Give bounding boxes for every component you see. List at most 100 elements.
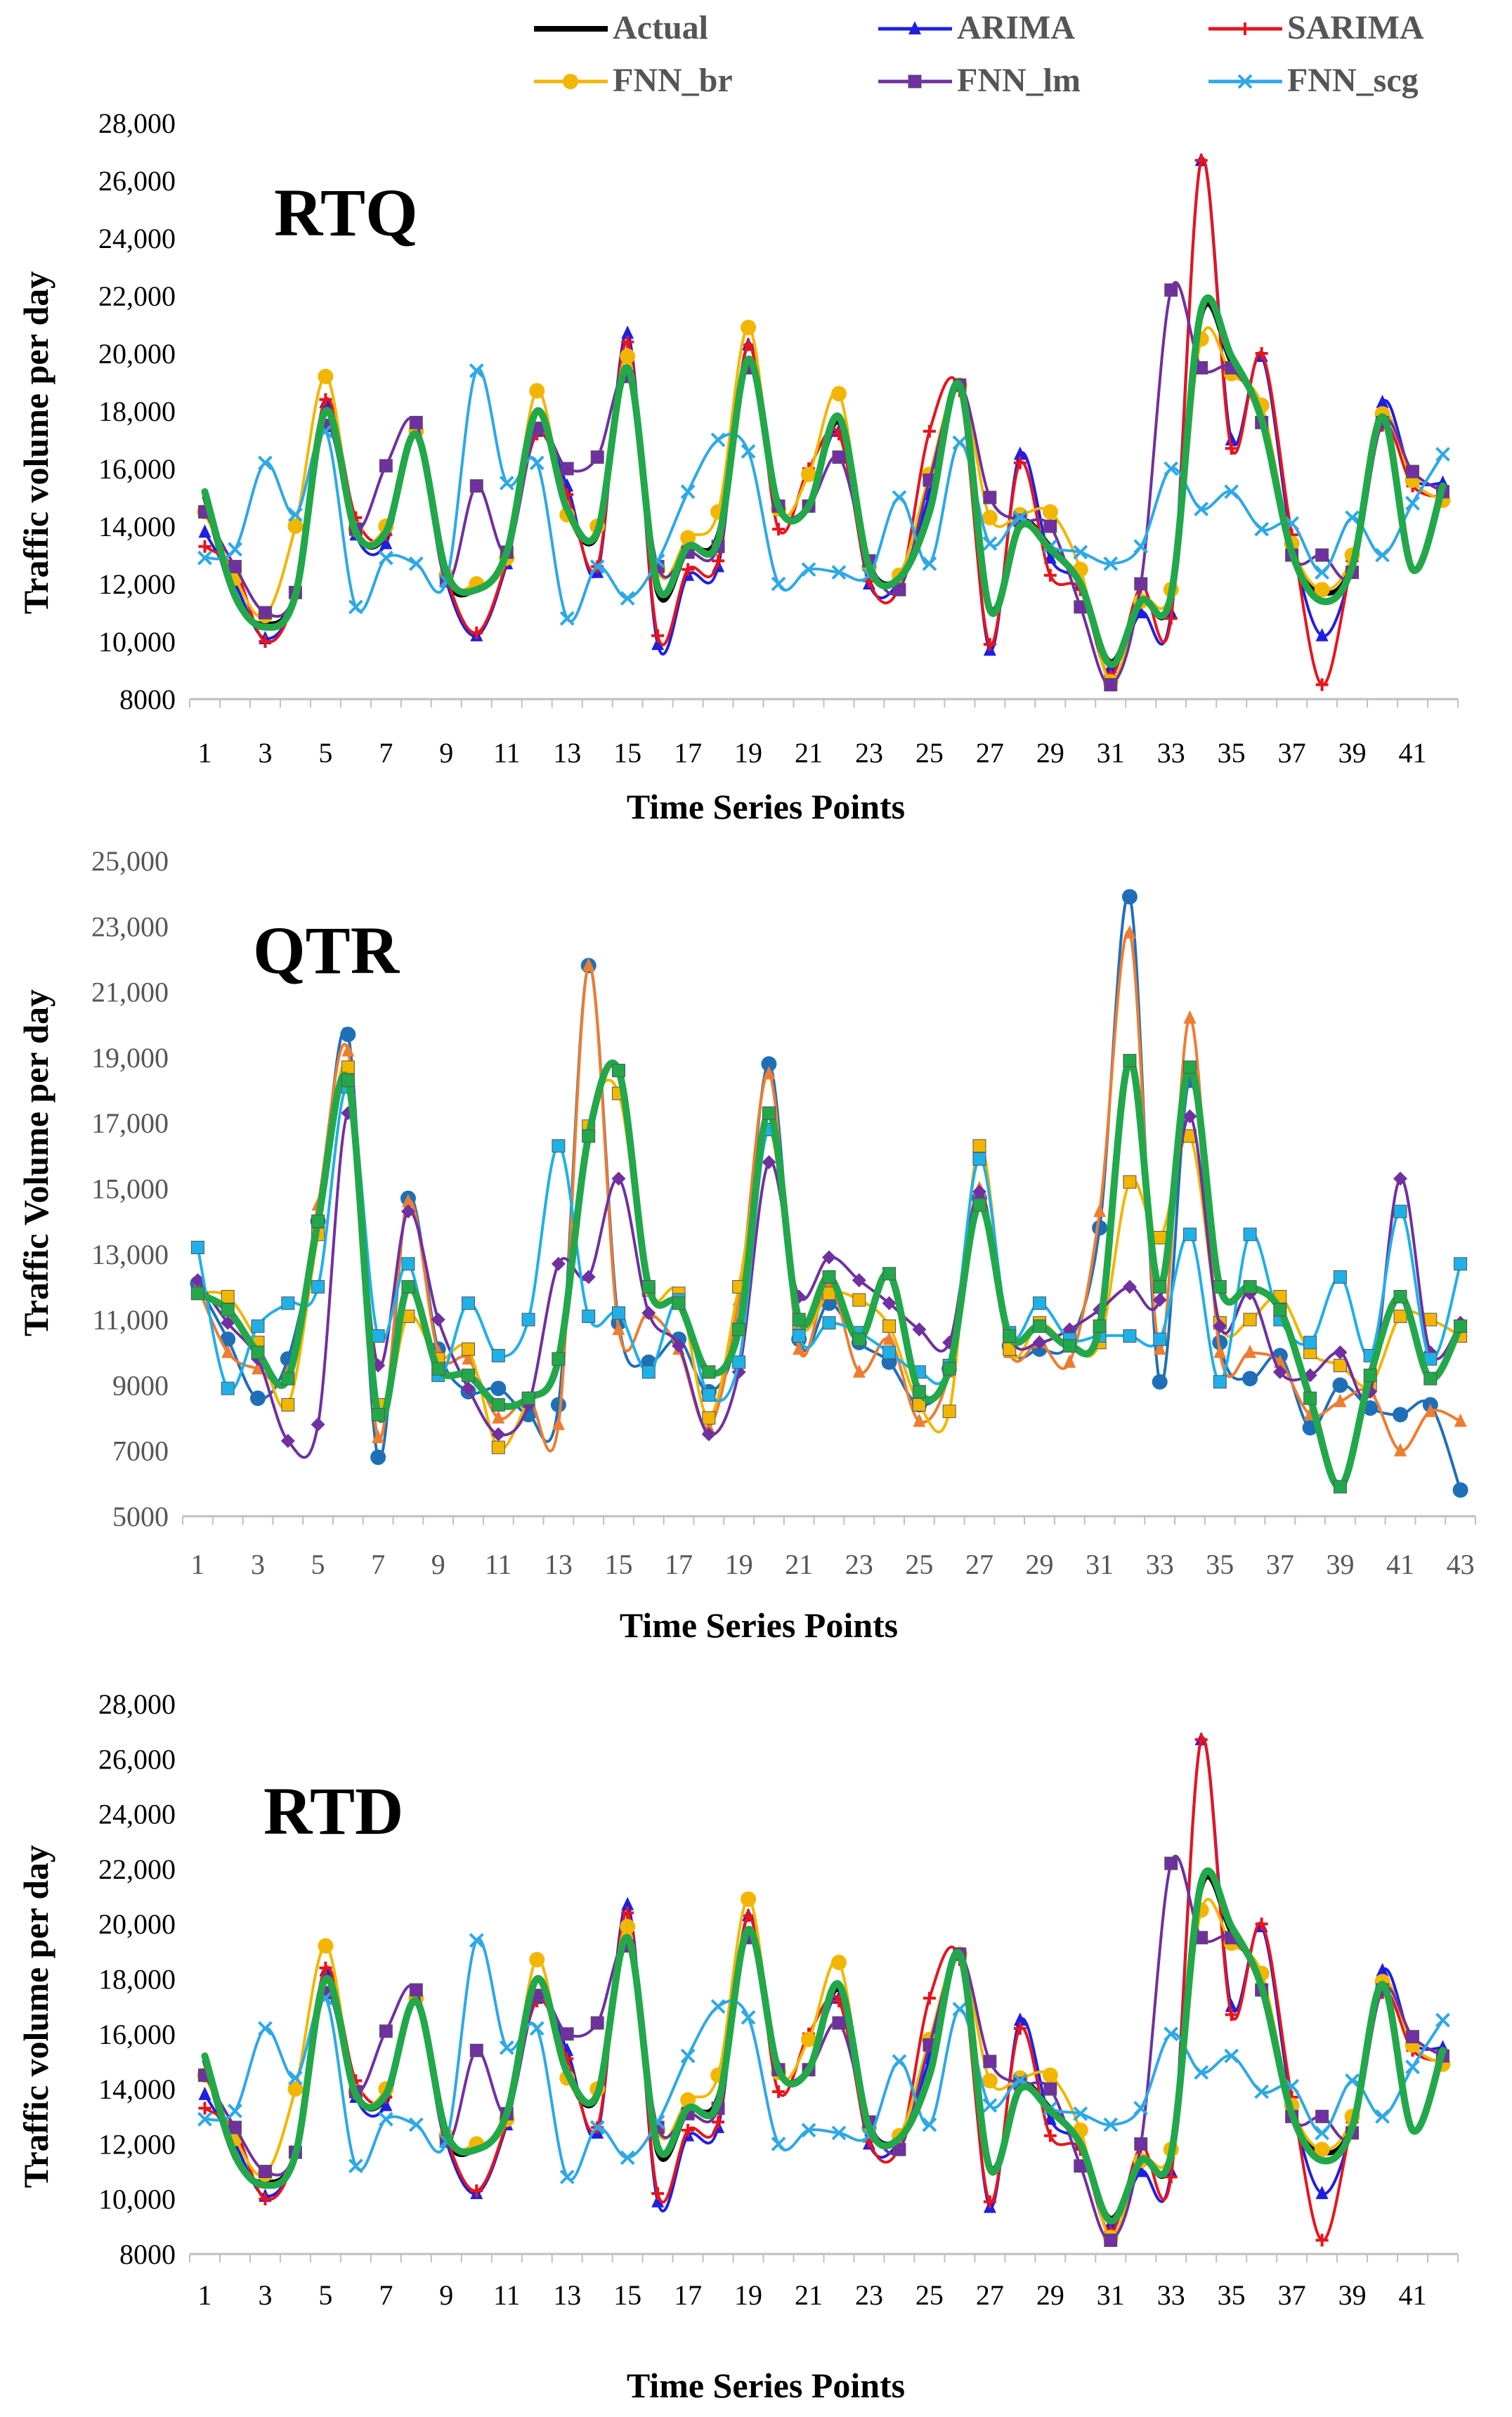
data-point-fnn-scg: [1103, 556, 1119, 571]
data-point-series-1: [370, 1449, 386, 1466]
data-point-series-1: [1393, 1407, 1409, 1423]
x-tick-label: 35: [1218, 737, 1246, 769]
data-point-fnn-scg: [1315, 565, 1330, 580]
data-point-fnn-scg: [1103, 2117, 1119, 2132]
y-axis-title-rtq: Traffic volume per day: [16, 271, 56, 614]
data-point-series-5: [1393, 1204, 1407, 1218]
data-point-series-3: [1423, 1312, 1438, 1327]
data-point-sarima: [742, 1909, 755, 1922]
data-point-sarima: [983, 2195, 996, 2208]
x-tick-label: 29: [1036, 2279, 1064, 2311]
data-point-series-4: [1333, 1345, 1348, 1360]
y-tick-label: 12,000: [98, 2128, 176, 2160]
data-point-arima: [1225, 432, 1238, 445]
data-point-sarima: [259, 635, 272, 648]
x-tick-label: 13: [553, 2279, 581, 2311]
x-tick-label: 39: [1338, 2279, 1367, 2311]
data-point-series-6: [1003, 1329, 1017, 1343]
data-point-sarima: [319, 393, 332, 406]
data-point-series-4: [672, 1338, 686, 1353]
data-point-series-6: [582, 1129, 596, 1143]
y-tick-label: 17,000: [91, 1107, 169, 1139]
data-point-sarima: [198, 2102, 211, 2115]
data-point-sarima: [1013, 2021, 1027, 2035]
data-point-arima: [1376, 1962, 1389, 1976]
x-tick-label: 9: [431, 1549, 445, 1580]
data-point-sarima: [1164, 612, 1178, 625]
data-point-series-4: [972, 1185, 986, 1199]
data-point-series-5: [371, 1329, 385, 1343]
data-point-fnn-scg: [1345, 2073, 1360, 2088]
data-point-series-3: [882, 1319, 897, 1333]
y-tick-label: 19,000: [91, 1042, 169, 1074]
data-point-fnn-lm: [832, 450, 846, 464]
series-line-fnn-lm: [203, 1854, 1445, 2242]
data-point-series-6: [1123, 1054, 1137, 1068]
data-point-series-2: [762, 1066, 776, 1080]
panel-title-rtd: RTD: [263, 1773, 403, 1849]
data-point-fnn-scg: [892, 490, 907, 505]
data-point-sarima: [621, 335, 634, 348]
data-point-series-6: [972, 1198, 986, 1212]
data-point-fnn-scg: [1194, 501, 1209, 516]
x-tick-label: 1: [197, 737, 211, 769]
x-tick-label: 29: [1026, 1549, 1054, 1580]
data-point-series-6: [1033, 1319, 1047, 1333]
data-point-fnn-scg: [1345, 510, 1360, 526]
data-point-fnn-scg: [801, 2123, 816, 2138]
data-point-series-4: [280, 1433, 295, 1448]
x-tick-label: 37: [1278, 2279, 1306, 2311]
y-tick-label: 18,000: [98, 1964, 176, 1995]
x-tick-label: 21: [795, 737, 823, 769]
data-point-fnn-br: [1314, 2142, 1330, 2158]
data-point-series-5: [1153, 1332, 1167, 1346]
data-point-arima: [1376, 394, 1389, 408]
data-point-series-4: [1122, 1279, 1137, 1294]
series-line-fnn-br: [203, 326, 1445, 684]
y-tick-label: 22,000: [98, 1854, 176, 1885]
data-point-series-2: [852, 1364, 866, 1378]
data-point-fnn-scg: [771, 2136, 786, 2151]
data-point-series-4: [1152, 1293, 1167, 1308]
data-point-series-6: [1333, 1480, 1347, 1494]
data-point-series-1: [249, 1390, 266, 1407]
legend-marker: [1239, 22, 1251, 35]
legend-label: ARIMA: [957, 9, 1075, 46]
data-point-fnn-scg: [710, 432, 726, 448]
data-point-series-1: [220, 1331, 236, 1348]
data-point-series-6: [311, 1214, 325, 1228]
data-point-fnn-lm: [590, 2016, 604, 2030]
data-point-fnn-lm: [409, 1983, 423, 1997]
data-point-series-4: [1213, 1319, 1227, 1334]
x-tick-label: 23: [855, 2279, 883, 2311]
data-point-series-2: [1063, 1354, 1076, 1368]
data-point-fnn-br: [801, 2031, 817, 2047]
data-point-fnn-br: [830, 386, 847, 402]
data-point-fnn-scg: [741, 2009, 756, 2025]
data-point-sarima: [772, 2085, 786, 2099]
x-tick-label: 31: [1097, 737, 1125, 769]
y-tick-label: 22,000: [98, 280, 176, 312]
data-point-series-6: [1303, 1391, 1317, 1405]
data-point-series-6: [1273, 1303, 1287, 1317]
data-point-fnn-br: [620, 348, 636, 365]
data-point-sarima: [1315, 678, 1329, 691]
x-tick-label: 9: [439, 737, 453, 769]
data-point-series-4: [190, 1273, 205, 1288]
data-point-fnn-scg: [258, 2021, 273, 2036]
y-tick-label: 28,000: [98, 108, 176, 139]
chart-panel-rtq: 1 3 5 7 9 11 13 15 17 19 21 23 25 27 29 31 33 35 37 39 41800…: [16, 108, 1459, 826]
x-tick-label: 17: [674, 2279, 702, 2311]
data-point-fnn-lm: [1406, 2030, 1420, 2044]
data-point-series-6: [732, 1322, 746, 1336]
x-tick-label: 25: [915, 737, 944, 769]
data-point-fnn-br: [982, 509, 998, 526]
data-point-fnn-scg: [892, 2054, 907, 2069]
y-tick-label: 16,000: [98, 453, 176, 485]
data-point-sarima: [319, 1961, 332, 1974]
data-point-series-5: [1123, 1329, 1137, 1343]
data-point-series-5: [491, 1348, 505, 1362]
data-point-arima: [621, 1896, 634, 1910]
data-point-series-5: [822, 1316, 836, 1330]
data-point-fnn-scg: [952, 435, 967, 450]
